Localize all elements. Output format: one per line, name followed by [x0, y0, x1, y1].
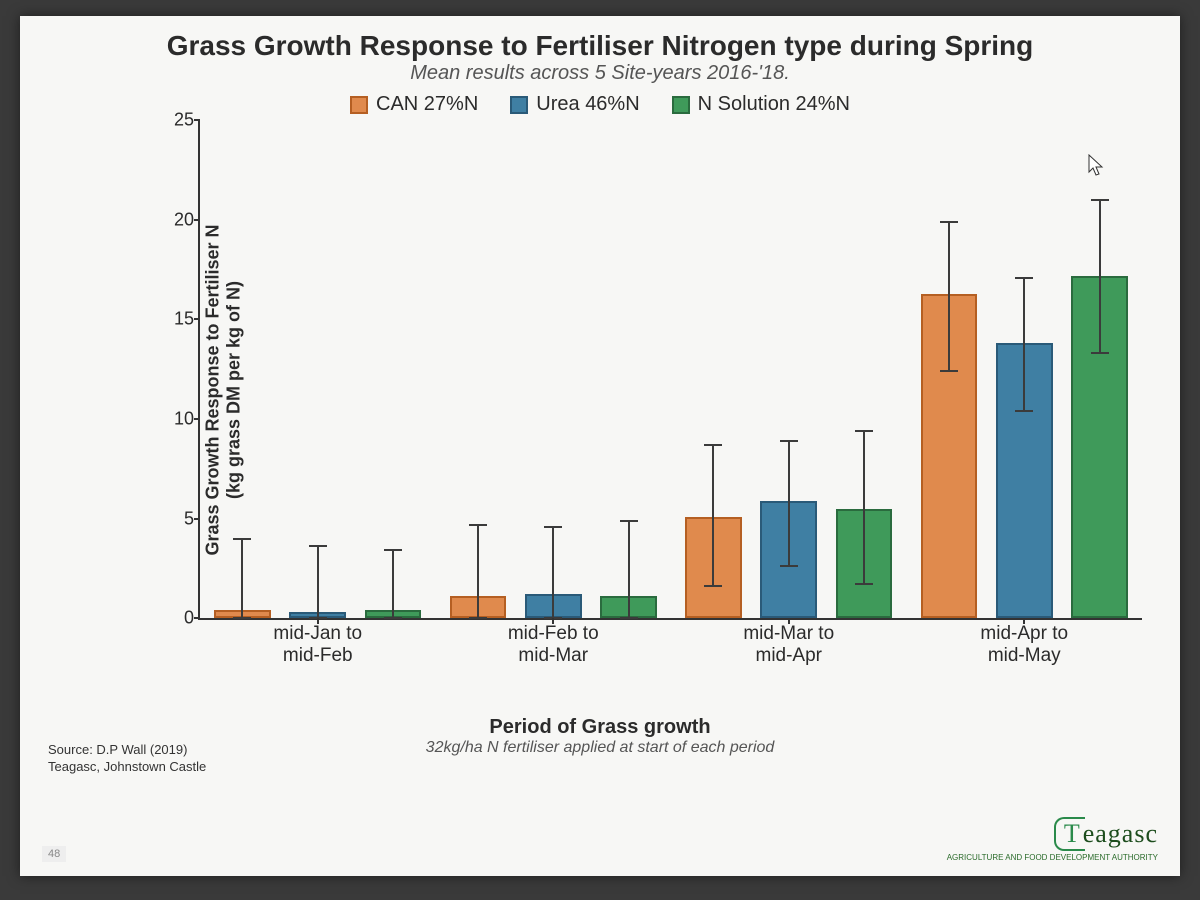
- x-category-label: mid-Feb tomid-Mar: [508, 623, 599, 669]
- error-cap: [1091, 199, 1109, 201]
- chart-subtitle: Mean results across 5 Site-years 2016-'1…: [38, 62, 1162, 85]
- y-tick-mark: [194, 418, 200, 420]
- error-bar: [1023, 278, 1025, 411]
- error-bar: [788, 441, 790, 566]
- y-tick-mark: [194, 617, 200, 619]
- error-cap: [544, 526, 562, 528]
- error-bar: [392, 550, 394, 618]
- y-tick-label: 20: [154, 209, 194, 230]
- logo-t-icon: T: [1054, 817, 1085, 851]
- y-tick-label: 5: [154, 508, 194, 529]
- screen-frame: Grass Growth Response to Fertiliser Nitr…: [0, 0, 1200, 900]
- error-cap: [940, 370, 958, 372]
- plot-region: 0510152025mid-Jan tomid-Febmid-Feb tomid…: [198, 120, 1142, 620]
- legend-swatch: [510, 96, 528, 114]
- error-cap: [704, 444, 722, 446]
- error-bar: [948, 222, 950, 371]
- error-bar: [712, 445, 714, 586]
- error-cap: [384, 549, 402, 551]
- error-bar: [241, 539, 243, 619]
- error-cap: [1015, 277, 1033, 279]
- y-tick-label: 10: [154, 409, 194, 430]
- error-bar: [863, 431, 865, 584]
- y-tick-label: 25: [154, 110, 194, 131]
- error-cap: [1091, 352, 1109, 354]
- legend-label: Urea 46%N: [536, 93, 639, 116]
- error-cap: [780, 565, 798, 567]
- logo-text: eagasc: [1083, 819, 1158, 848]
- error-bar: [317, 546, 319, 618]
- source-line1: Source: D.P Wall (2019): [48, 742, 206, 759]
- x-axis-sublabel: 32kg/ha N fertiliser applied at start of…: [38, 739, 1162, 757]
- logo-tagline: AGRICULTURE AND FOOD DEVELOPMENT AUTHORI…: [947, 853, 1158, 862]
- y-tick-label: 15: [154, 309, 194, 330]
- legend-item: Urea 46%N: [510, 93, 639, 116]
- legend-label: N Solution 24%N: [698, 93, 850, 116]
- error-cap: [620, 520, 638, 522]
- error-bar: [552, 527, 554, 619]
- error-cap: [704, 585, 722, 587]
- error-bar: [477, 525, 479, 619]
- error-cap: [233, 617, 251, 619]
- slide-number: 48: [42, 846, 66, 862]
- y-tick-mark: [194, 518, 200, 520]
- logo: Teagasc AGRICULTURE AND FOOD DEVELOPMENT…: [947, 817, 1158, 862]
- x-category-label: mid-Apr tomid-May: [980, 623, 1068, 669]
- y-tick-mark: [194, 318, 200, 320]
- y-tick-label: 0: [154, 608, 194, 629]
- legend: CAN 27%N Urea 46%N N Solution 24%N: [38, 93, 1162, 116]
- legend-item: N Solution 24%N: [672, 93, 850, 116]
- error-cap: [469, 617, 487, 619]
- legend-item: CAN 27%N: [350, 93, 478, 116]
- x-axis-label: Period of Grass growth: [38, 716, 1162, 739]
- error-cap: [855, 430, 873, 432]
- chart-area: Grass Growth Response to Fertiliser N (k…: [148, 120, 1142, 660]
- error-cap: [620, 617, 638, 619]
- y-tick-mark: [194, 119, 200, 121]
- error-cap: [233, 538, 251, 540]
- error-cap: [1015, 410, 1033, 412]
- slide: Grass Growth Response to Fertiliser Nitr…: [20, 16, 1180, 876]
- source-citation: Source: D.P Wall (2019) Teagasc, Johnsto…: [48, 742, 206, 776]
- bar-groups: [200, 120, 1142, 618]
- error-cap: [309, 545, 327, 547]
- error-cap: [469, 524, 487, 526]
- error-bar: [1099, 200, 1101, 353]
- x-category-label: mid-Mar tomid-Apr: [743, 623, 834, 669]
- error-cap: [940, 221, 958, 223]
- error-cap: [780, 440, 798, 442]
- x-category-label: mid-Jan tomid-Feb: [273, 623, 362, 669]
- source-line2: Teagasc, Johnstown Castle: [48, 759, 206, 776]
- y-tick-mark: [194, 219, 200, 221]
- error-cap: [855, 583, 873, 585]
- error-bar: [628, 521, 630, 619]
- legend-swatch: [672, 96, 690, 114]
- logo-wordmark: Teagasc: [947, 817, 1158, 851]
- chart-title: Grass Growth Response to Fertiliser Nitr…: [38, 30, 1162, 62]
- error-cap: [384, 617, 402, 619]
- legend-label: CAN 27%N: [376, 93, 478, 116]
- legend-swatch: [350, 96, 368, 114]
